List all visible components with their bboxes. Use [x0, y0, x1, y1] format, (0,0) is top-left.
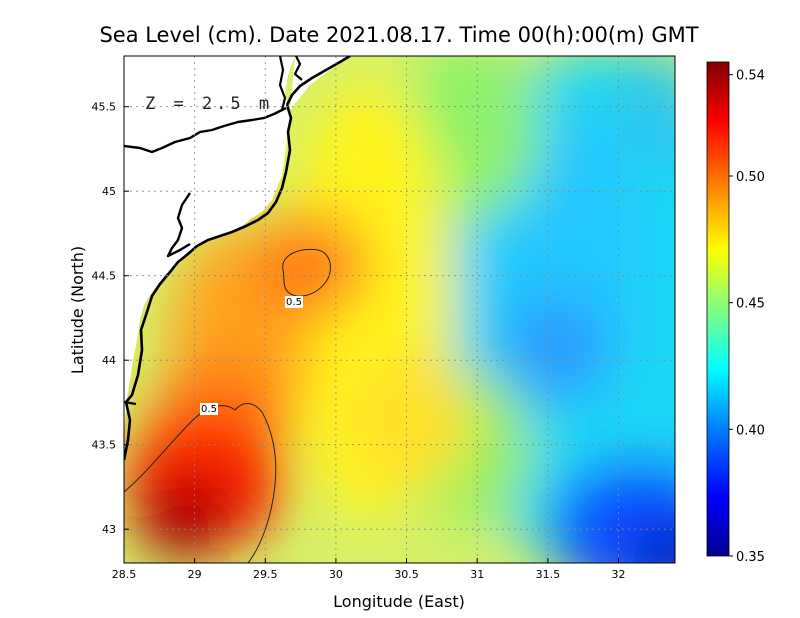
x-tick-label: 29.5: [253, 568, 278, 581]
y-tick-label: 43.5: [92, 439, 117, 452]
x-tick-label: 31.5: [536, 568, 561, 581]
colorbar-tick-label: 0.40: [736, 423, 765, 438]
inland-boundary-5: [124, 400, 137, 406]
inland-boundary-3: [278, 56, 287, 111]
contour-label-southwest: 0.5: [201, 404, 217, 415]
land-north-strip: [290, 56, 350, 110]
contour-label-north: 0.5: [286, 297, 302, 308]
x-axis-label: Longitude (East): [333, 592, 465, 611]
colorbar-tick-label: 0.50: [736, 170, 765, 185]
coastline-north: [285, 56, 351, 106]
x-tick-label: 32: [611, 568, 625, 581]
x-tick-label: 31: [470, 568, 484, 581]
y-tick-label: 44: [102, 354, 116, 367]
colorbar-ticks: 0.35 0.40 0.45 0.50 0.54: [729, 69, 765, 565]
y-tick-label: 43: [102, 523, 116, 536]
x-tick-label: 30: [329, 568, 343, 581]
y-axis-label: Latitude (North): [68, 246, 87, 374]
contour-southwest: [124, 403, 277, 563]
contour-north: [282, 248, 331, 297]
y-tick-label: 44.5: [92, 270, 117, 283]
inland-boundary-2: [166, 192, 191, 258]
inland-boundary-4: [293, 56, 303, 81]
land-mass: [124, 56, 295, 460]
colorbar-tick-label: 0.45: [736, 297, 765, 312]
colorbar-tick-label: 0.35: [736, 550, 765, 565]
x-tick-label: 28.5: [112, 568, 137, 581]
y-tick-label: 45: [102, 185, 116, 198]
sea-level-field: [125, 56, 675, 563]
depth-label: Z = 2.5 m: [145, 94, 273, 114]
x-tick-label: 30.5: [394, 568, 419, 581]
plot-frame: [123, 55, 676, 564]
coastline: [124, 104, 293, 461]
figure-title: Sea Level (cm). Date 2021.08.17. Time 00…: [99, 23, 698, 47]
y-tick-label: 45.5: [92, 101, 117, 114]
colorbar-tick-label: 0.54: [736, 69, 765, 84]
x-tick-label: 29: [188, 568, 202, 581]
y-axis-ticks: 43 43.5 44 44.5 45 45.5: [92, 101, 129, 536]
plot-area: 0.5 0.5 Z = 2.5 m: [124, 56, 675, 563]
grid-lines: [124, 56, 675, 563]
colorbar: [706, 61, 730, 557]
x-axis-ticks: 28.5 29 29.5 30 30.5 31 31.5 32: [112, 558, 625, 581]
inland-boundary: [124, 106, 287, 154]
